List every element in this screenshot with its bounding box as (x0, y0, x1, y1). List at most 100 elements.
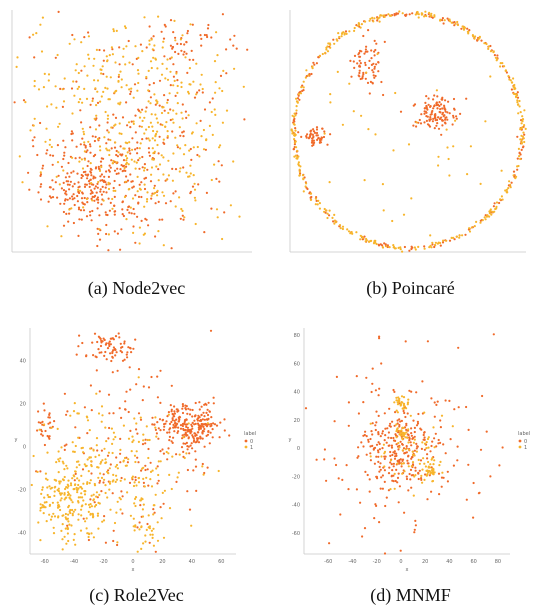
data-point (371, 444, 374, 447)
data-point (123, 456, 127, 460)
data-point (96, 90, 99, 93)
data-point (110, 359, 113, 363)
data-point (166, 458, 169, 461)
data-point (186, 412, 189, 415)
data-point (172, 84, 175, 87)
data-point (137, 108, 140, 111)
data-point (102, 481, 105, 484)
data-point (377, 441, 380, 444)
data-point (182, 427, 185, 431)
data-point (40, 183, 43, 186)
data-point (115, 351, 118, 354)
data-point (523, 133, 526, 136)
data-point (89, 162, 92, 165)
data-point (133, 502, 136, 505)
data-point (55, 175, 58, 178)
data-point (102, 190, 105, 193)
data-point (167, 159, 170, 162)
data-point (133, 481, 136, 484)
data-point (393, 13, 396, 16)
data-point (355, 488, 358, 491)
data-point (81, 137, 84, 140)
data-point (93, 139, 96, 143)
data-point (304, 407, 308, 410)
data-point (357, 74, 360, 77)
data-point (396, 462, 399, 465)
data-point (103, 136, 106, 139)
data-point (41, 434, 44, 437)
data-point (167, 411, 170, 414)
data-point (93, 79, 96, 82)
data-point (183, 420, 186, 423)
data-point (360, 23, 363, 26)
data-point (71, 441, 74, 444)
data-point (143, 166, 146, 170)
data-point (441, 118, 444, 122)
data-point (400, 395, 404, 398)
data-point (246, 48, 249, 51)
data-point (144, 176, 148, 179)
data-point (411, 437, 414, 440)
data-point (143, 169, 146, 172)
data-point (132, 439, 135, 442)
data-point (132, 225, 135, 228)
data-point (505, 190, 508, 194)
data-point (74, 426, 77, 429)
data-point (381, 244, 384, 247)
data-point (296, 149, 299, 152)
data-point (433, 401, 436, 404)
data-point (426, 472, 429, 476)
data-point (106, 121, 109, 124)
data-point (115, 172, 118, 175)
data-point (149, 60, 153, 63)
data-point (393, 424, 396, 427)
data-point (436, 242, 439, 245)
data-point (124, 408, 127, 411)
data-point (156, 482, 159, 485)
data-point (73, 203, 76, 207)
data-point (205, 403, 208, 406)
data-point (140, 469, 143, 472)
data-point (78, 160, 81, 163)
data-point (409, 441, 412, 444)
data-point (89, 170, 92, 173)
x-tick-label: 40 (189, 559, 195, 565)
data-point (105, 191, 108, 194)
data-point (74, 157, 77, 160)
data-point (501, 446, 504, 449)
data-point (363, 433, 366, 437)
data-point (166, 135, 169, 138)
data-point (323, 458, 326, 461)
data-point (379, 462, 382, 465)
data-point (50, 426, 53, 429)
data-point (127, 410, 130, 414)
data-point (151, 125, 154, 128)
data-point (66, 524, 69, 527)
data-point (87, 470, 90, 473)
data-point (413, 449, 416, 452)
data-point (229, 204, 232, 207)
data-point (448, 18, 451, 21)
data-point (197, 441, 201, 444)
data-point (298, 98, 301, 101)
data-point (319, 137, 322, 141)
data-point (57, 458, 60, 461)
data-point (176, 91, 179, 94)
series-label-1 (369, 395, 454, 497)
data-point (317, 136, 320, 140)
data-point (431, 120, 434, 123)
data-point (204, 148, 207, 151)
data-point (171, 118, 174, 121)
data-point (140, 525, 143, 528)
data-point (172, 192, 175, 195)
data-point (39, 421, 42, 424)
data-point (55, 461, 58, 464)
data-point (66, 494, 69, 497)
data-point (165, 121, 168, 124)
data-point (125, 84, 128, 87)
data-point (338, 224, 342, 227)
data-point (96, 186, 99, 189)
data-point (62, 189, 66, 192)
data-point (378, 465, 381, 468)
data-point (80, 487, 84, 490)
